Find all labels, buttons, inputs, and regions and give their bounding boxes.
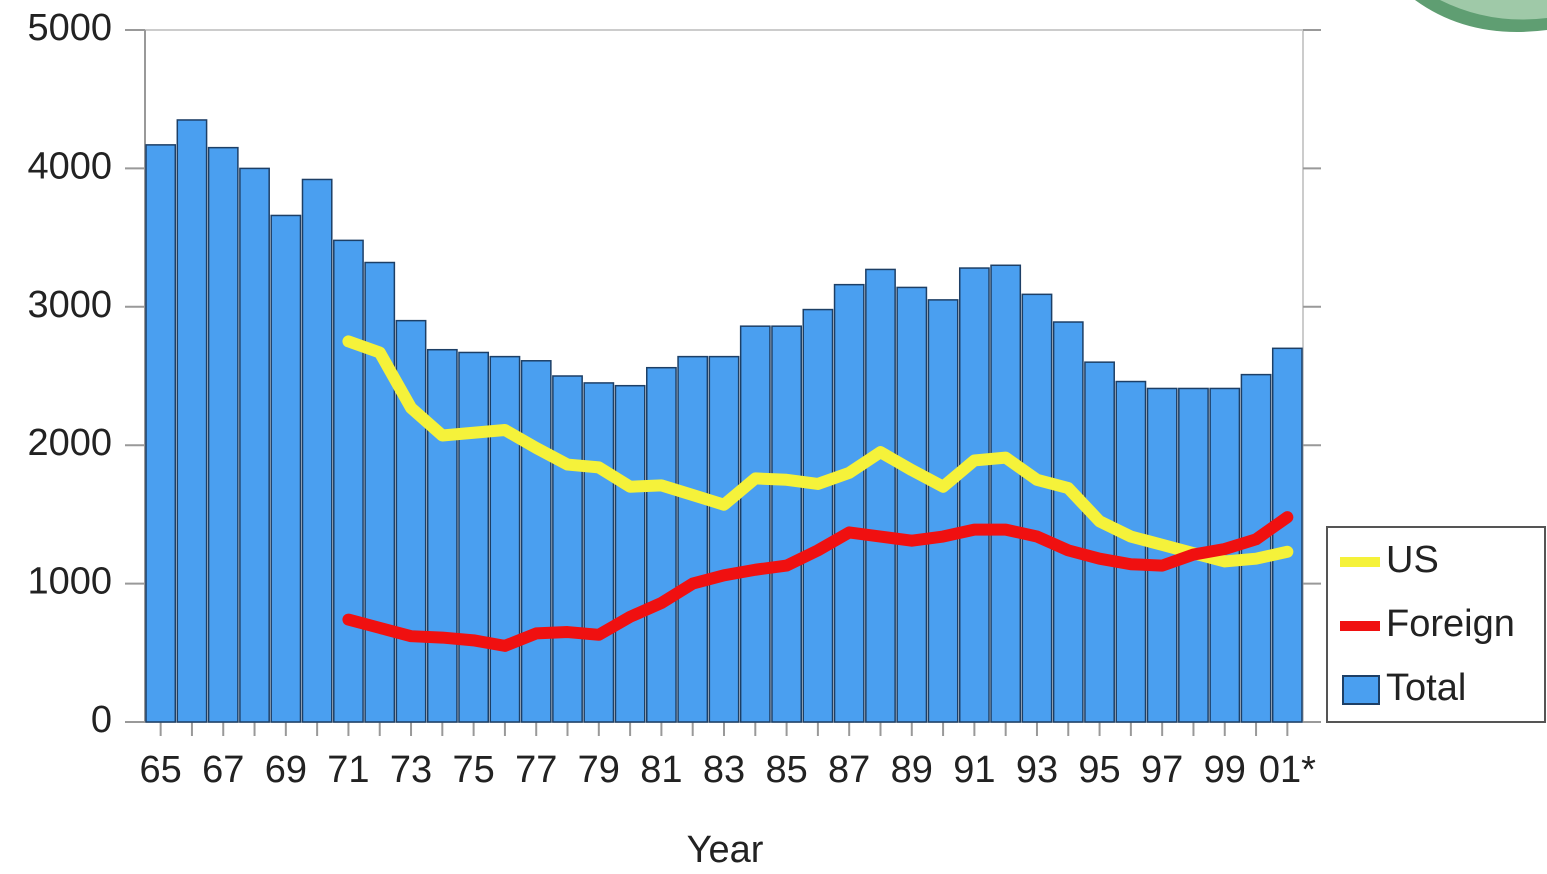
x-tick-label: 01*	[1259, 749, 1316, 791]
x-tick-label: 77	[515, 749, 557, 791]
x-tick-label: 71	[327, 749, 369, 791]
legend-label: Total	[1386, 667, 1466, 709]
x-tick-label: 87	[828, 749, 870, 791]
bar	[928, 300, 957, 722]
bar	[803, 310, 832, 722]
bar	[209, 148, 238, 722]
x-tick-label: 79	[578, 749, 620, 791]
y-tick-label: 5000	[27, 7, 112, 49]
x-tick-label: 75	[452, 749, 494, 791]
x-tick-label: 67	[202, 749, 244, 791]
x-tick-label: 69	[265, 749, 307, 791]
y-tick-label: 4000	[27, 145, 112, 187]
x-tick-label: 91	[953, 749, 995, 791]
bar	[709, 357, 738, 722]
bar	[991, 265, 1020, 722]
y-tick-label: 2000	[27, 422, 112, 464]
legend-swatch	[1343, 676, 1379, 704]
legend-label: Foreign	[1386, 603, 1515, 645]
y-tick-label: 1000	[27, 561, 112, 603]
x-tick-label: 83	[703, 749, 745, 791]
bar	[647, 368, 676, 722]
x-tick-label: 97	[1141, 749, 1183, 791]
x-tick-label: 99	[1204, 749, 1246, 791]
bar	[1273, 348, 1302, 722]
bar	[271, 215, 300, 722]
x-axis-label: Year	[687, 829, 764, 869]
legend-swatch	[1340, 557, 1380, 567]
bar	[1022, 294, 1051, 722]
bar	[1085, 362, 1114, 722]
bar	[866, 269, 895, 722]
x-tick-label: 93	[1016, 749, 1058, 791]
bar	[428, 350, 457, 722]
bar	[177, 120, 206, 722]
bar	[835, 285, 864, 722]
bar	[584, 383, 613, 722]
bar	[302, 179, 331, 722]
bar	[1148, 388, 1177, 722]
x-tick-label: 73	[390, 749, 432, 791]
bar	[678, 357, 707, 722]
x-tick-label: 85	[765, 749, 807, 791]
legend-swatch	[1340, 621, 1380, 631]
x-tick-label: 89	[891, 749, 933, 791]
legend-label: US	[1386, 539, 1439, 581]
bar	[897, 287, 926, 722]
bar	[522, 361, 551, 722]
x-tick-label: 81	[640, 749, 682, 791]
bar	[146, 145, 175, 722]
bar	[240, 168, 269, 722]
x-tick-label: 65	[140, 749, 182, 791]
y-tick-label: 3000	[27, 284, 112, 326]
bar	[960, 268, 989, 722]
bar	[459, 352, 488, 722]
bar	[741, 326, 770, 722]
bar	[772, 326, 801, 722]
bar	[1054, 322, 1083, 722]
bar	[615, 386, 644, 722]
bar	[334, 240, 363, 722]
bar	[490, 357, 519, 722]
y-tick-label: 0	[91, 699, 112, 741]
chart: Year 0 1000 2000 3000 4000 5000 65 67 69 71 73 75 77…	[0, 0, 1547, 869]
bar	[553, 376, 582, 722]
x-tick-label: 95	[1078, 749, 1120, 791]
bar	[365, 263, 394, 722]
bar	[1116, 382, 1145, 722]
